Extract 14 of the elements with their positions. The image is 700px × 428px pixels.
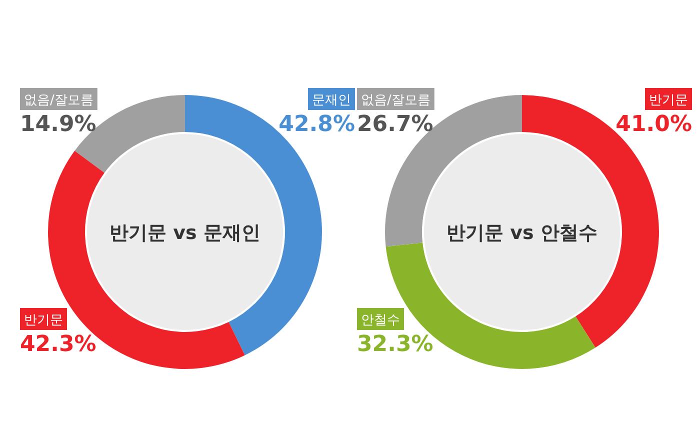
slice-label: 문재인 <box>312 93 351 108</box>
text: 반기문 vs 안철수 <box>446 222 598 244</box>
data-label: 14.9% <box>20 112 96 137</box>
slice-label: 없음/잘모름 <box>361 93 430 108</box>
data-label: 41.0% <box>616 112 692 137</box>
data-label: 42.8% <box>278 112 355 137</box>
text: 반기문 vs 문재인 <box>110 222 260 244</box>
data-label: 42.3% <box>20 332 96 357</box>
slice-label: 없음/잘모름 <box>24 93 94 108</box>
slice-label: 반기문 <box>649 93 688 108</box>
data-label: 32.3% <box>357 332 434 357</box>
slice-label: 안철수 <box>361 313 400 328</box>
slice-label: 반기문 <box>24 313 63 328</box>
data-label: 26.7% <box>357 112 434 137</box>
